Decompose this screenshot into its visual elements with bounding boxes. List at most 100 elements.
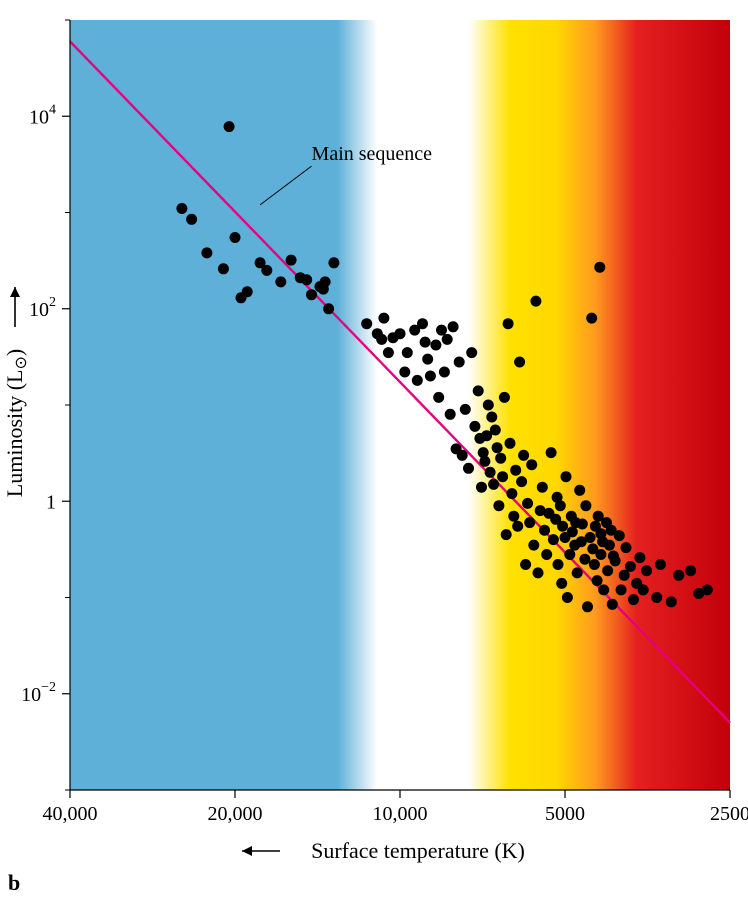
star-point (420, 337, 431, 348)
star-point (466, 347, 477, 358)
star-point (488, 479, 499, 490)
star-point (479, 456, 490, 467)
star-point (448, 321, 459, 332)
star-point (512, 521, 523, 532)
star-point (323, 303, 334, 314)
star-point (433, 392, 444, 403)
star-point (469, 421, 480, 432)
star-point (524, 517, 535, 528)
star-point (572, 567, 583, 578)
star-point (673, 570, 684, 581)
star-point (528, 540, 539, 551)
star-point (702, 584, 713, 595)
star-point (506, 488, 517, 499)
star-point (556, 578, 567, 589)
star-point (501, 529, 512, 540)
x-axis-label: Surface temperature (K) (311, 838, 525, 863)
star-point (492, 442, 503, 453)
star-point (628, 594, 639, 605)
star-point (625, 561, 636, 572)
star-point (383, 347, 394, 358)
star-point (514, 357, 525, 368)
star-point (539, 525, 550, 536)
x-tick-label: 40,000 (42, 803, 97, 825)
star-point (495, 453, 506, 464)
star-point (378, 313, 389, 324)
star-point (402, 347, 413, 358)
star-point (579, 554, 590, 565)
star-point (286, 255, 297, 266)
star-point (425, 371, 436, 382)
star-point (595, 549, 606, 560)
y-tick-label: 10−2 (21, 680, 56, 706)
star-point (518, 450, 529, 461)
star-point (582, 601, 593, 612)
star-point (261, 265, 272, 276)
main-sequence-label: Main sequence (312, 143, 433, 165)
star-point (445, 409, 456, 420)
star-point (439, 367, 450, 378)
star-point (655, 559, 666, 570)
star-point (454, 357, 465, 368)
star-point (275, 276, 286, 287)
star-point (564, 549, 575, 560)
star-point (473, 385, 484, 396)
y-axis-label-group: Luminosity (L⊙) (2, 287, 30, 497)
star-point (616, 584, 627, 595)
x-tick-label: 10,000 (373, 803, 428, 825)
star-point (553, 559, 564, 570)
star-point (176, 203, 187, 214)
star-point (594, 262, 605, 273)
star-point (666, 596, 677, 607)
star-point (557, 521, 568, 532)
star-point (361, 318, 372, 329)
star-point (526, 459, 537, 470)
star-point (520, 559, 531, 570)
star-point (497, 471, 508, 482)
star-point (548, 534, 559, 545)
star-point (651, 592, 662, 603)
star-point (621, 542, 632, 553)
star-point (422, 354, 433, 365)
star-point (503, 318, 514, 329)
panel-label: b (8, 870, 20, 895)
star-point (602, 565, 613, 576)
star-point (598, 584, 609, 595)
star-point (574, 485, 585, 496)
star-point (610, 555, 621, 566)
plot-background-gradient (70, 20, 730, 790)
y-tick-label: 1 (46, 491, 56, 513)
star-point (546, 447, 557, 458)
star-point (499, 392, 510, 403)
star-point (490, 425, 501, 436)
star-point (577, 519, 588, 530)
star-point (376, 334, 387, 345)
star-point (485, 467, 496, 478)
star-point (541, 549, 552, 560)
star-point (328, 257, 339, 268)
star-point (395, 328, 406, 339)
star-point (306, 289, 317, 300)
x-axis-label-group: Surface temperature (K) (242, 838, 525, 863)
star-point (218, 263, 229, 274)
star-point (301, 274, 312, 285)
star-point (516, 476, 527, 487)
star-point (201, 247, 212, 258)
x-axis-arrow-head (242, 846, 252, 856)
star-point (522, 498, 533, 509)
star-point (442, 334, 453, 345)
star-point (585, 532, 596, 543)
star-point (604, 540, 615, 551)
star-point (486, 412, 497, 423)
star-point (417, 318, 428, 329)
star-point (430, 340, 441, 351)
star-point (476, 482, 487, 493)
star-point (614, 530, 625, 541)
star-point (242, 286, 253, 297)
star-point (533, 567, 544, 578)
y-tick-label: 104 (29, 102, 56, 128)
star-point (530, 296, 541, 307)
y-axis-label: Luminosity (L⊙) (2, 349, 30, 497)
star-point (561, 471, 572, 482)
y-tick-label: 102 (29, 295, 56, 321)
